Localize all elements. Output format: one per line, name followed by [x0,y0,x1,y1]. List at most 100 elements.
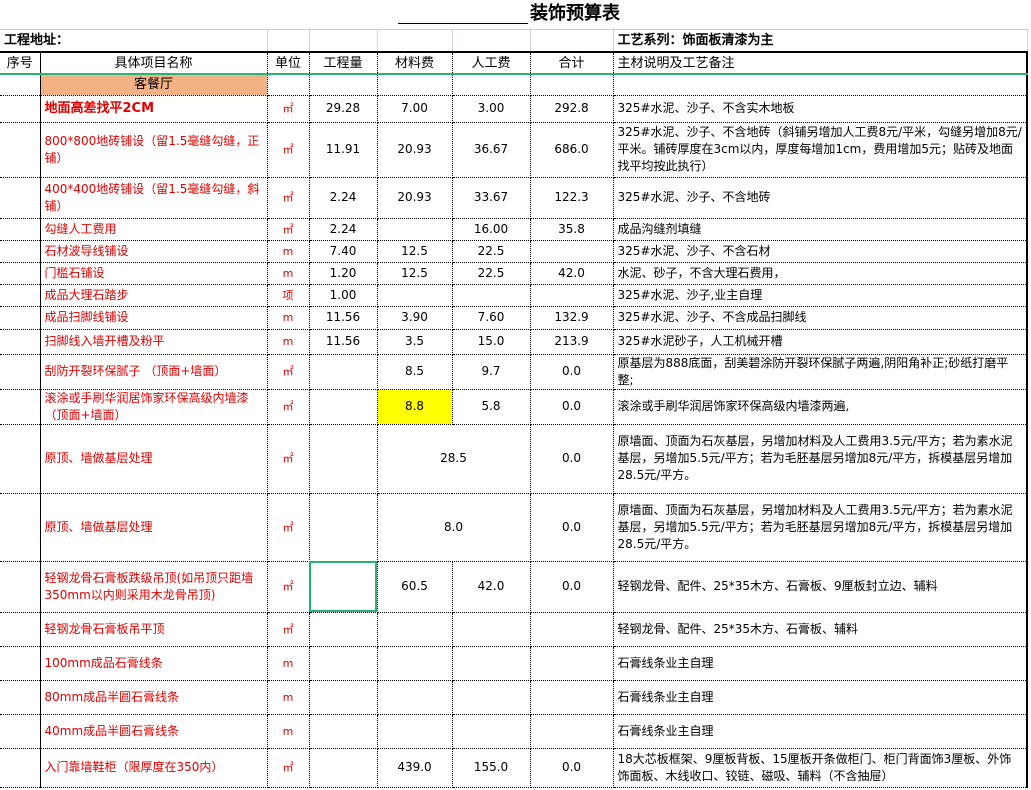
section-label[interactable]: 客餐厅 [40,74,268,96]
total-cell[interactable]: 35.8 [530,218,614,241]
quantity-cell[interactable]: 11.56 [309,306,378,330]
notes-cell[interactable]: 原基层为888底面，刮美碧涂防开裂环保腻子两遍,阴阳角补正;砂纸打磨平整; [613,354,1028,390]
index-cell[interactable] [0,218,41,241]
item-name-cell[interactable]: 80mm成品半圆石膏线条 [40,680,268,715]
unit-cell[interactable]: m [267,646,310,681]
item-name-cell[interactable]: 刮防开裂环保腻子 （顶面+墙面） [40,354,268,390]
quantity-cell[interactable]: 29.28 [309,95,378,123]
labor-cost-cell[interactable]: 9.7 [452,354,531,390]
quantity-cell[interactable] [309,612,378,647]
header-total[interactable]: 合计 [530,52,614,75]
quantity-cell[interactable]: 1.20 [309,262,378,285]
notes-cell[interactable]: 325#水泥、沙子、不含地砖（斜铺另增加人工费8元/平米，勾缝另增加8元/平米。… [613,122,1028,178]
cell[interactable] [309,74,378,96]
item-name-cell[interactable]: 800*800地砖铺设（留1.5毫缝勾缝，正铺） [40,122,268,178]
item-name-cell[interactable]: 100mm成品石膏线条 [40,646,268,681]
cell[interactable] [267,29,310,53]
total-cell[interactable]: 0.0 [530,389,614,425]
unit-cell[interactable]: 项 [267,284,310,307]
unit-cell[interactable]: ㎡ [267,122,310,178]
total-cell[interactable]: 42.0 [530,262,614,285]
quantity-cell[interactable] [309,646,378,681]
notes-cell[interactable]: 325#水泥、沙子、不含成品扫脚线 [613,306,1028,330]
index-cell[interactable] [0,177,41,219]
header-labor[interactable]: 人工费 [452,52,531,75]
cell[interactable] [530,74,614,96]
cell[interactable] [0,74,41,96]
labor-cost-cell[interactable]: 16.00 [452,218,531,241]
index-cell[interactable] [0,612,41,647]
notes-cell[interactable]: 石膏线条业主自理 [613,646,1028,681]
cell[interactable] [613,74,1028,96]
unit-cell[interactable]: ㎡ [267,354,310,390]
index-cell[interactable] [0,329,41,355]
unit-cell[interactable]: ㎡ [267,612,310,647]
material-cost-cell[interactable]: 3.5 [377,329,453,355]
merged-price-cell[interactable]: 8.0 [377,493,531,562]
item-name-cell[interactable]: 勾缝人工费用 [40,218,268,241]
total-cell[interactable] [530,612,614,647]
unit-cell[interactable]: m [267,329,310,355]
quantity-cell[interactable] [309,424,378,494]
item-name-cell[interactable]: 40mm成品半圆石膏线条 [40,714,268,749]
header-notes[interactable]: 主材说明及工艺备注 [613,52,1028,75]
notes-cell[interactable]: 18大芯板框架、9厘板背板、15厘板开条做柜门、柜门背面饰3厘板、外饰饰面板、木… [613,748,1028,788]
cell[interactable] [267,74,310,96]
item-name-cell[interactable]: 轻钢龙骨石膏板跌级吊顶(如吊顶只距墙350mm以内则采用木龙骨吊顶) [40,561,268,613]
notes-cell[interactable]: 原墙面、顶面为石灰基层，另增加材料及人工费用3.5元/平方；若为素水泥基层，另增… [613,424,1028,494]
item-name-cell[interactable]: 成品扫脚线铺设 [40,306,268,330]
item-name-cell[interactable]: 扫脚线入墙开槽及粉平 [40,329,268,355]
labor-cost-cell[interactable]: 3.00 [452,95,531,123]
total-cell[interactable]: 686.0 [530,122,614,178]
index-cell[interactable] [0,714,41,749]
labor-cost-cell[interactable]: 15.0 [452,329,531,355]
material-cost-cell[interactable]: 8.5 [377,354,453,390]
material-cost-cell[interactable] [377,646,453,681]
labor-cost-cell[interactable]: 42.0 [452,561,531,613]
quantity-cell[interactable] [309,389,378,425]
labor-cost-cell[interactable]: 22.5 [452,262,531,285]
index-cell[interactable] [0,95,41,123]
labor-cost-cell[interactable] [452,612,531,647]
quantity-cell[interactable]: 2.24 [309,218,378,241]
unit-cell[interactable]: ㎡ [267,424,310,494]
labor-cost-cell[interactable]: 33.67 [452,177,531,219]
item-name-cell[interactable]: 400*400地砖铺设（留1.5毫缝勾缝，斜铺） [40,177,268,219]
merged-price-cell[interactable]: 28.5 [377,424,531,494]
cell[interactable] [377,29,453,53]
index-cell[interactable] [0,646,41,681]
index-cell[interactable] [0,748,41,788]
total-cell[interactable] [530,284,614,307]
notes-cell[interactable]: 325#水泥、沙子,业主自理 [613,284,1028,307]
total-cell[interactable]: 122.3 [530,177,614,219]
total-cell[interactable]: 0.0 [530,424,614,494]
unit-cell[interactable]: m [267,714,310,749]
labor-cost-cell[interactable]: 155.0 [452,748,531,788]
material-cost-cell[interactable] [377,218,453,241]
labor-cost-cell[interactable]: 7.60 [452,306,531,330]
address-label[interactable]: 工程地址： [0,29,268,53]
notes-cell[interactable]: 325#水泥、沙子、不含石材 [613,240,1028,263]
quantity-cell[interactable]: 11.91 [309,122,378,178]
quantity-cell[interactable] [309,680,378,715]
item-name-cell[interactable]: 地面高差找平2CM [40,95,268,123]
notes-cell[interactable]: 325#水泥砂子，人工机械开槽 [613,329,1028,355]
total-cell[interactable]: 0.0 [530,748,614,788]
labor-cost-cell[interactable] [452,714,531,749]
total-cell[interactable]: 292.8 [530,95,614,123]
quantity-cell[interactable] [309,493,378,562]
header-unit[interactable]: 单位 [267,52,310,75]
cell[interactable] [377,74,453,96]
index-cell[interactable] [0,262,41,285]
labor-cost-cell[interactable]: 22.5 [452,240,531,263]
index-cell[interactable] [0,493,41,562]
header-name[interactable]: 具体项目名称 [40,52,268,75]
item-name-cell[interactable]: 入门靠墙鞋柜（限厚度在350内） [40,748,268,788]
unit-cell[interactable]: ㎡ [267,493,310,562]
unit-cell[interactable]: ㎡ [267,561,310,613]
quantity-cell[interactable] [309,748,378,788]
header-index[interactable]: 序号 [0,52,41,75]
cell[interactable] [309,29,378,53]
quantity-cell[interactable] [309,561,378,613]
total-cell[interactable]: 0.0 [530,493,614,562]
